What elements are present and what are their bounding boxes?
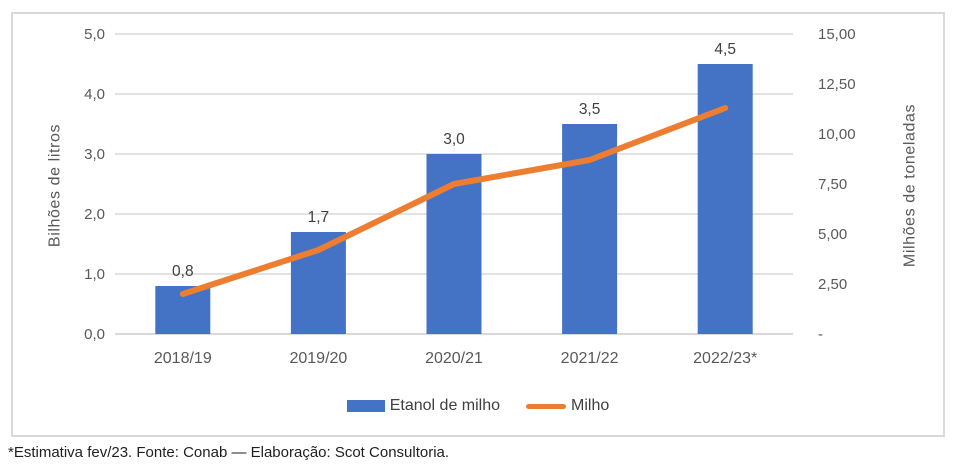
right-tick-label: 10,00 <box>818 126 856 143</box>
left-tick-label: 3,0 <box>84 146 105 163</box>
legend: Etanol de milho Milho <box>11 394 945 418</box>
legend-item-milho: Milho <box>526 397 609 415</box>
category-label: 2019/20 <box>289 350 347 367</box>
right-tick-label: - <box>818 326 823 343</box>
right-tick-label: 2,50 <box>818 276 847 293</box>
right-axis-title: Milhões de toneladas <box>901 103 919 268</box>
bar-value-label: 3,5 <box>579 101 601 118</box>
left-tick-label: 1,0 <box>84 266 105 283</box>
legend-item-etanol: Etanol de milho <box>346 397 501 415</box>
line-milho <box>179 105 729 297</box>
left-tick-label: 5,0 <box>84 26 105 43</box>
legend-label-etanol: Etanol de milho <box>389 397 501 414</box>
right-tick-label: 12,50 <box>818 76 856 93</box>
bar-value-label: 0,8 <box>172 263 194 280</box>
left-tick-label: 2,0 <box>84 206 105 223</box>
footnote: *Estimativa fev/23. Fonte: Conab — Elabo… <box>8 444 450 461</box>
left-tick-label: 4,0 <box>84 86 105 103</box>
category-label: 2018/19 <box>154 350 212 367</box>
category-label: 2022/23* <box>693 350 757 367</box>
legend-label-milho: Milho <box>571 397 610 414</box>
legend-line-swatch-icon <box>526 403 567 409</box>
bar-value-label: 4,5 <box>714 41 736 58</box>
legend-bar-swatch-icon <box>346 400 385 412</box>
bar-value-label: 3,0 <box>443 131 465 148</box>
right-tick-label: 7,50 <box>818 176 847 193</box>
right-tick-label: 5,00 <box>818 226 847 243</box>
left-axis-title: Bilhões de litros <box>46 123 64 248</box>
bar-value-label: 1,7 <box>308 209 330 226</box>
category-label: 2021/22 <box>561 350 619 367</box>
left-tick-label: 0,0 <box>84 326 105 343</box>
category-label: 2020/21 <box>425 350 483 367</box>
bar-2022/23* <box>697 64 753 334</box>
right-tick-label: 15,00 <box>818 26 856 43</box>
